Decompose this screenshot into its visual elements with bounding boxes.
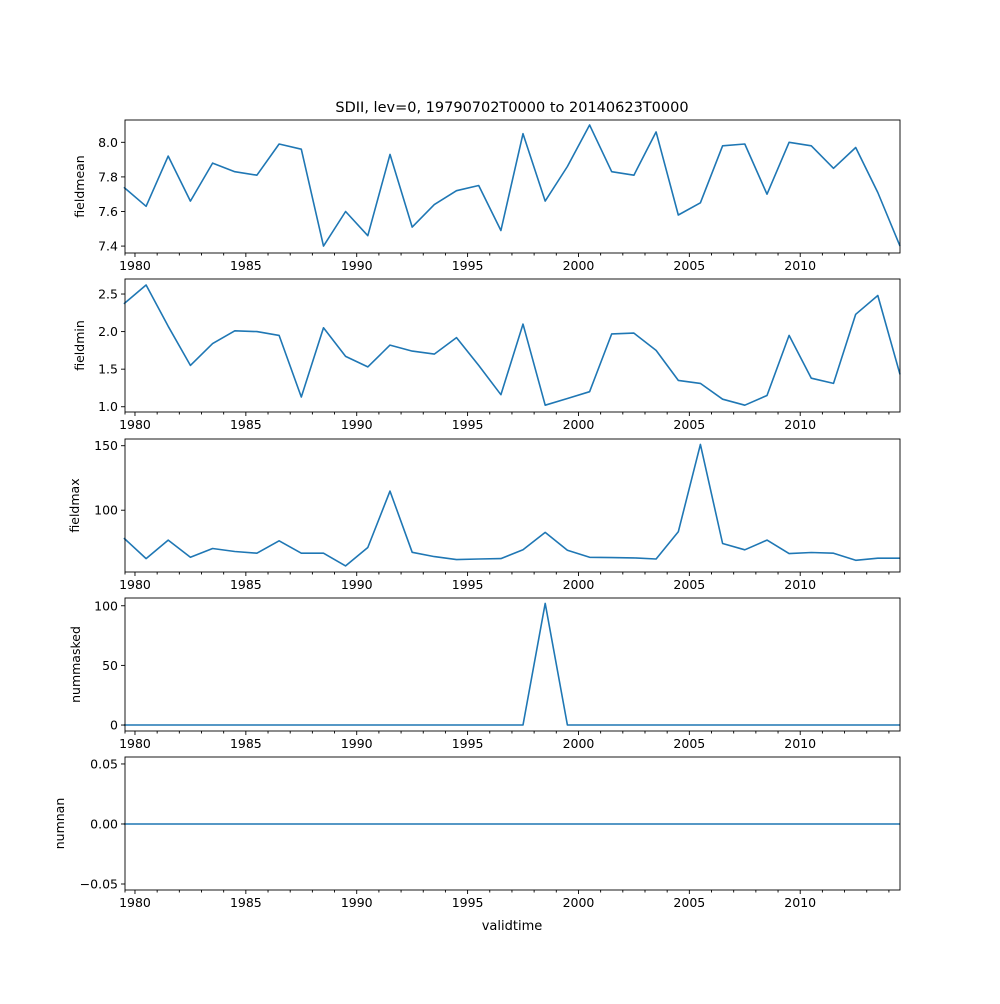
x-tick-label: 2010 [784,895,816,910]
y-tick-label: 100 [94,503,118,518]
x-tick-label: 1990 [341,258,373,273]
x-tick-label: 1980 [119,577,151,592]
x-tick-label: 1990 [341,577,373,592]
x-tick-label: 2005 [673,895,705,910]
y-tick-label: 8.0 [98,135,118,150]
y-axis-label: fieldmax [67,478,82,532]
x-tick-label: 2005 [673,258,705,273]
x-tick-label: 2000 [563,258,595,273]
y-tick-label: 7.8 [98,169,118,184]
x-tick-label: 1995 [452,895,484,910]
y-tick-label: 2.5 [98,287,118,302]
x-tick-label: 1995 [452,736,484,751]
x-tick-label: 1995 [452,417,484,432]
x-tick-label: 1985 [230,736,262,751]
x-tick-label: 1990 [341,417,373,432]
series-line-fieldmean [123,124,901,247]
y-tick-label: 1.0 [98,399,118,414]
x-tick-label: 1995 [452,577,484,592]
y-tick-label: 0 [110,718,118,733]
y-axis-label: fieldmean [72,155,87,217]
y-axis-label: nummasked [68,626,83,703]
x-tick-label: 2005 [673,577,705,592]
y-tick-label: 150 [94,438,118,453]
x-tick-label: 1990 [341,736,373,751]
x-axis-label: validtime [482,919,543,934]
series-line-fieldmin [123,284,901,407]
axes-frame-fieldmean [124,119,901,254]
x-tick-label: 1980 [119,736,151,751]
x-tick-label: 2000 [563,895,595,910]
x-tick-label: 2005 [673,736,705,751]
y-tick-label: 7.4 [98,239,118,254]
y-tick-label: 100 [94,598,118,613]
axes-frame-fieldmax [124,438,901,573]
x-tick-label: 2000 [563,577,595,592]
y-tick-label: 7.6 [98,204,118,219]
axes-frame-numnan [124,756,901,891]
y-tick-label: 0.00 [90,816,118,831]
y-tick-label: 50 [102,658,118,673]
y-tick-label: 2.0 [98,324,118,339]
x-tick-label: 2000 [563,736,595,751]
y-tick-label: 0.05 [90,756,118,771]
x-tick-label: 2010 [784,258,816,273]
x-tick-label: 2010 [784,577,816,592]
y-axis-label: fieldmin [72,320,87,371]
x-tick-label: 1985 [230,258,262,273]
chart-title: SDII, lev=0, 19790702T0000 to 20140623T0… [335,100,688,116]
y-tick-label: 1.5 [98,362,118,377]
x-tick-label: 1980 [119,895,151,910]
axes-frame-nummasked [124,597,901,732]
x-tick-label: 1980 [119,258,151,273]
x-tick-label: 2000 [563,417,595,432]
y-tick-label: −0.05 [80,876,118,891]
x-tick-label: 2010 [784,736,816,751]
series-line-fieldmax [123,443,900,567]
x-tick-label: 1990 [341,895,373,910]
axes-frame-fieldmin [124,278,901,413]
x-tick-label: 2005 [673,417,705,432]
series-line-nummasked [123,602,900,726]
x-tick-label: 1980 [119,417,151,432]
x-tick-label: 1985 [230,577,262,592]
x-tick-label: 1985 [230,417,262,432]
x-tick-label: 2010 [784,417,816,432]
x-tick-label: 1985 [230,895,262,910]
x-tick-label: 1995 [452,258,484,273]
y-axis-label: numnan [52,798,67,850]
